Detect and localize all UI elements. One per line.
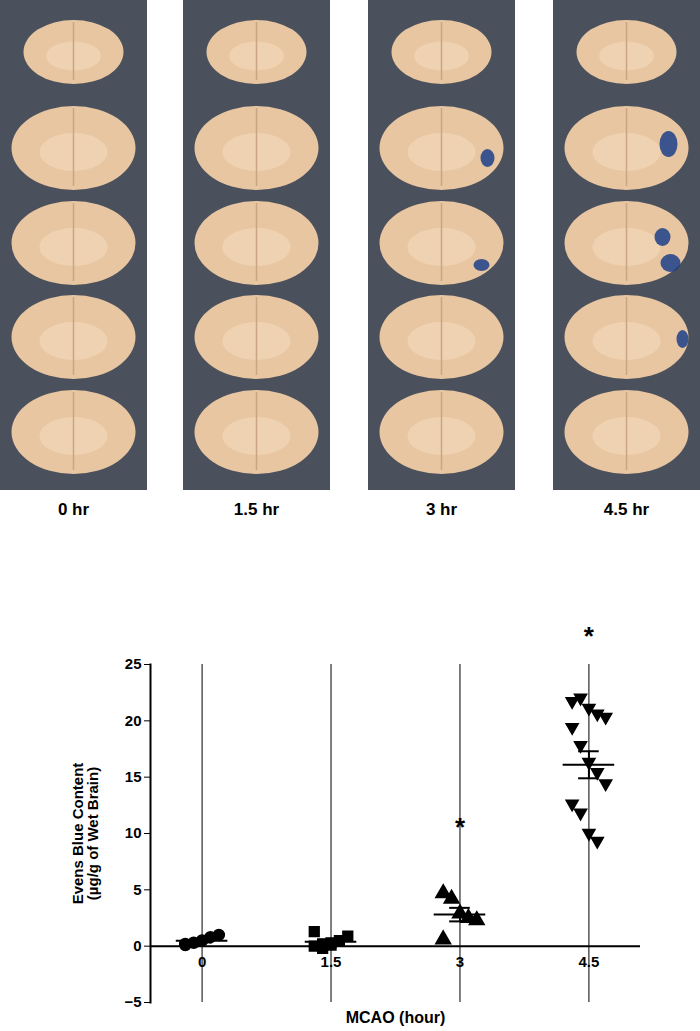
svg-text:Evens Blue Content(µg/g of Wet: Evens Blue Content(µg/g of Wet Brain) <box>69 763 101 905</box>
svg-text:0: 0 <box>198 953 206 970</box>
svg-text:MCAO (hour): MCAO (hour) <box>346 1009 446 1026</box>
svg-text:1.5 hr: 1.5 hr <box>234 500 280 519</box>
svg-text:3: 3 <box>456 953 464 970</box>
svg-text:*: * <box>584 621 595 651</box>
svg-text:4.5 hr: 4.5 hr <box>604 500 650 519</box>
svg-text:25: 25 <box>125 655 142 672</box>
svg-text:4.5: 4.5 <box>578 953 599 970</box>
svg-text:3 hr: 3 hr <box>426 500 458 519</box>
svg-text:−5: −5 <box>124 993 141 1010</box>
svg-text:5: 5 <box>133 881 141 898</box>
svg-text:0 hr: 0 hr <box>58 500 90 519</box>
svg-text:0: 0 <box>133 937 141 954</box>
svg-text:1.5: 1.5 <box>321 953 342 970</box>
svg-text:20: 20 <box>125 712 142 729</box>
svg-text:*: * <box>455 812 466 842</box>
svg-text:10: 10 <box>125 824 142 841</box>
svg-text:15: 15 <box>125 768 142 785</box>
